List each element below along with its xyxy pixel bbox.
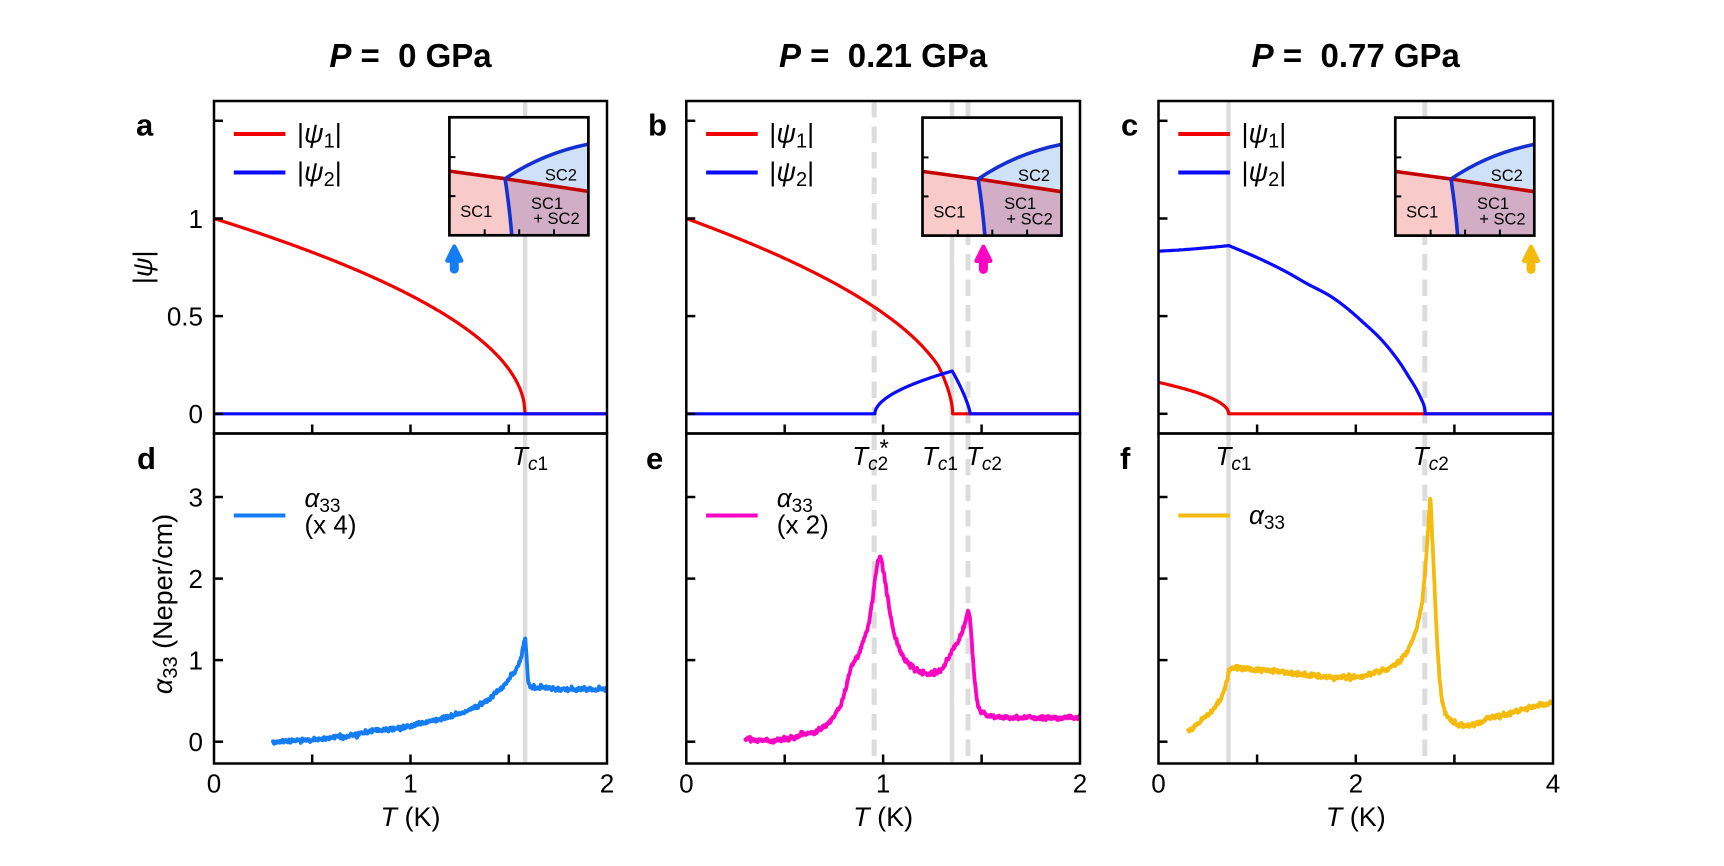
svg-text:|ψ1|: |ψ1|	[1242, 119, 1287, 153]
svg-text:|ψ2|: |ψ2|	[297, 157, 342, 191]
svg-text:1: 1	[189, 204, 203, 234]
svg-text:0: 0	[189, 399, 203, 429]
svg-text:SC1: SC1	[933, 204, 965, 222]
svg-text:α33: α33	[1249, 500, 1285, 534]
svg-text:P = 0 GPa: P = 0 GPa	[329, 37, 492, 74]
svg-text:2: 2	[189, 564, 203, 594]
svg-text:SC1: SC1	[460, 203, 492, 221]
svg-text:e: e	[646, 441, 663, 476]
svg-text:(x 4): (x 4)	[305, 510, 357, 540]
svg-text:2: 2	[1349, 769, 1363, 799]
svg-text:c: c	[1121, 107, 1138, 142]
svg-text:P = 0.21 GPa: P = 0.21 GPa	[779, 37, 988, 74]
svg-text:|ψ1|: |ψ1|	[297, 119, 342, 153]
svg-text:|ψ2|: |ψ2|	[1242, 157, 1287, 191]
svg-text:0.5: 0.5	[167, 301, 203, 331]
svg-text:SC1: SC1	[1004, 195, 1036, 213]
svg-text:Tc2: Tc2	[1413, 441, 1449, 475]
svg-text:f: f	[1120, 441, 1131, 476]
svg-text:Tc1: Tc1	[1216, 441, 1252, 475]
svg-text:a: a	[136, 107, 154, 142]
svg-text:+ SC2: + SC2	[533, 210, 579, 228]
svg-text:P = 0.77 GPa: P = 0.77 GPa	[1252, 37, 1461, 74]
svg-text:α33 (Neper/cm): α33 (Neper/cm)	[148, 514, 182, 694]
svg-text:SC2: SC2	[1018, 167, 1050, 185]
svg-text:+ SC2: + SC2	[1006, 210, 1052, 228]
svg-text:2: 2	[1073, 769, 1087, 799]
svg-text:0: 0	[189, 727, 203, 757]
svg-text:T (K): T (K)	[853, 802, 913, 832]
svg-text:T (K): T (K)	[1326, 802, 1386, 832]
svg-text:4: 4	[1546, 769, 1560, 799]
svg-text:d: d	[137, 441, 156, 476]
svg-text:SC2: SC2	[1491, 167, 1523, 185]
svg-text:0: 0	[1151, 769, 1165, 799]
svg-text:3: 3	[189, 482, 203, 512]
svg-text:SC1: SC1	[1406, 204, 1438, 222]
svg-text:SC2: SC2	[545, 167, 577, 185]
svg-text:1: 1	[403, 769, 417, 799]
svg-text:Tc1: Tc1	[922, 441, 958, 475]
svg-text:2: 2	[600, 769, 614, 799]
svg-text:b: b	[648, 107, 667, 142]
svg-text:1: 1	[189, 645, 203, 675]
svg-text:Tc2: Tc2	[852, 441, 888, 475]
svg-text:|ψ1|: |ψ1|	[769, 119, 814, 153]
svg-text:|ψ2|: |ψ2|	[769, 157, 814, 191]
svg-text:Tc1: Tc1	[512, 441, 548, 475]
svg-text:*: *	[880, 435, 889, 462]
svg-text:T (K): T (K)	[381, 802, 441, 832]
svg-text:|ψ|: |ψ|	[128, 250, 158, 284]
svg-text:0: 0	[679, 769, 693, 799]
svg-text:0: 0	[207, 769, 221, 799]
svg-text:SC1: SC1	[1477, 195, 1509, 213]
svg-text:+ SC2: + SC2	[1479, 210, 1525, 228]
svg-text:1: 1	[876, 769, 890, 799]
svg-text:Tc2: Tc2	[966, 441, 1002, 475]
svg-text:α33: α33	[777, 483, 813, 517]
svg-text:(x 2): (x 2)	[777, 510, 829, 540]
svg-text:SC1: SC1	[531, 195, 563, 213]
svg-text:α33: α33	[305, 483, 341, 517]
